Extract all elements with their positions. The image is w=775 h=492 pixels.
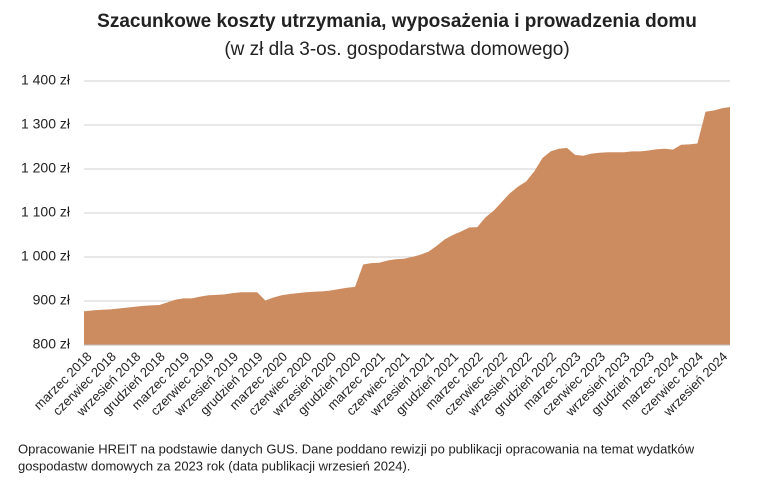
y-tick-label: 1 000 zł <box>21 248 71 264</box>
y-tick-label: 1 200 zł <box>21 160 71 176</box>
y-tick-label: 1 300 zł <box>21 116 71 132</box>
area <box>84 106 730 346</box>
y-tick-label: 800 zł <box>33 336 71 352</box>
y-tick-label: 1 400 zł <box>21 72 71 88</box>
chart-title: Szacunkowe koszty utrzymania, wyposażeni… <box>97 11 697 32</box>
chart-subtitle: (w zł dla 3-os. gospodarstwa domowego) <box>224 39 569 60</box>
y-tick-label: 1 100 zł <box>21 204 71 220</box>
note-1: Opracowanie HREIT na podstawie danych GU… <box>18 441 695 456</box>
y-tick-label: 900 zł <box>33 292 71 308</box>
note-2: gospodastw domowych za 2023 rok (data pu… <box>18 458 410 473</box>
